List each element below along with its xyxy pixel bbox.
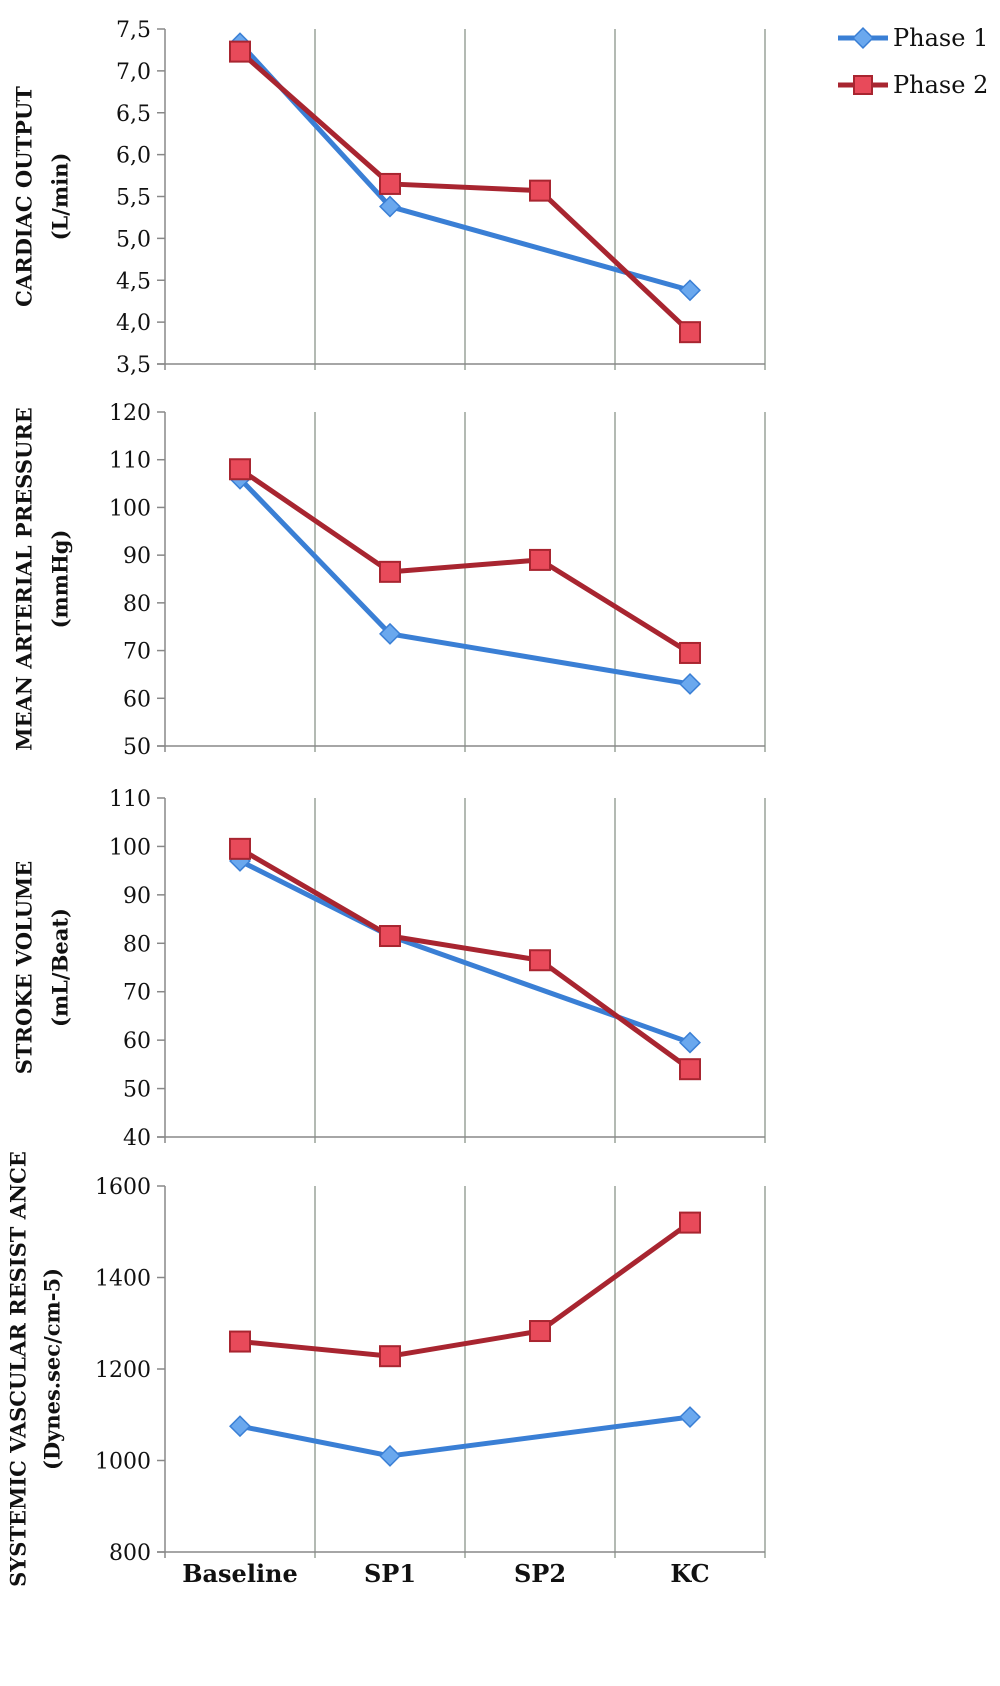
data-point-phase-2 [229,40,251,63]
data-point-phase-2 [529,548,551,571]
y-axis-title: CARDIAC OUTPUT [12,86,37,307]
y-axis-units: (mL/Beat) [48,908,73,1027]
panel-4: 800 1000 1200 1400 1600 SYSTEMIC VASCULAR RES… [6,1151,766,1588]
legend-entry-phase-2: Phase 2 [838,71,988,99]
data-point-phase-2 [229,1330,251,1353]
data-point-phase-1 [679,673,701,695]
data-point-phase-1 [679,1406,701,1428]
y-tick-label: 100 [109,496,151,521]
y-tick-label: 80 [123,592,151,617]
legend-label: Phase 1 [893,24,988,52]
data-point-phase-2 [679,321,701,344]
y-tick-label: 7,5 [116,18,151,43]
y-tick-label: 5,0 [116,227,151,252]
y-tick-label: 120 [109,401,151,426]
data-point-phase-1 [229,1415,251,1438]
y-tick-label: 5,5 [116,186,151,211]
series-line-2 [238,846,692,1072]
x-category-label: SP2 [514,1559,566,1588]
y-axis-units: (L/min) [48,153,73,241]
legend-entry-phase-1: Phase 1 [838,24,988,52]
data-point-phase-2 [529,179,551,202]
data-point-phase-1 [679,279,701,302]
series-line-2 [238,467,692,656]
data-point-phase-2 [529,1320,551,1343]
y-tick-label: 60 [123,687,151,712]
y-axis-units: (Dynes.sec/cm-5) [40,1268,65,1470]
y-tick-label: 6,0 [116,144,151,169]
y-tick-label: 6,5 [116,102,151,127]
y-tick-label: 60 [123,1029,151,1054]
y-tick-label: 90 [123,544,151,569]
data-point-phase-2 [379,1345,401,1368]
data-point-phase-2 [679,641,701,664]
data-point-phase-1 [379,622,401,645]
panel-2: 50 60 70 80 90 100 110 120 MEAN ARTERIAL PRESSUR… [12,401,766,760]
y-tick-label: 50 [123,735,151,760]
y-tick-label: 800 [109,1541,151,1566]
legend-diamond-marker [852,27,874,49]
series-line-2 [239,1220,692,1359]
data-point-phase-2 [679,1211,701,1234]
y-tick-label: 110 [109,787,151,812]
panel-3: 40 50 60 70 80 90 100 110 STROKE VOLUME (mL/Beat) [12,787,766,1151]
y-tick-label: 4,5 [116,269,151,294]
y-tick-label: 1200 [95,1358,151,1383]
y-tick-label: 4,0 [116,311,151,336]
data-point-phase-2 [229,837,251,860]
data-point-phase-1 [679,1031,701,1054]
data-point-phase-2 [679,1058,701,1081]
panel-1: 3,5 4,0 4,5 5,0 5,5 6,0 6,5 7,0 7,5 CARDIAC OUTPU… [12,18,766,378]
series-line-2 [238,49,692,334]
y-axis-units: (mmHg) [48,530,73,629]
y-tick-label: 50 [123,1078,151,1103]
y-tick-label: 110 [109,449,151,474]
y-tick-label: 80 [123,932,151,957]
data-point-phase-2 [379,172,401,195]
data-point-phase-2 [229,458,251,481]
y-tick-label: 100 [109,835,151,860]
y-tick-label: 7,0 [116,60,151,85]
y-tick-label: 1000 [95,1450,151,1475]
data-point-phase-1 [379,1444,401,1467]
data-point-phase-2 [529,949,551,972]
legend-label: Phase 2 [893,71,988,99]
x-category-label: Baseline [182,1559,298,1588]
y-axis-title: MEAN ARTERIAL PRESSURE [12,407,37,751]
data-point-phase-2 [379,925,401,948]
y-tick-label: 3,5 [116,353,151,378]
data-point-phase-1 [379,195,401,218]
legend: Phase 1 Phase 2 [838,24,988,99]
y-axis-title: SYSTEMIC VASCULAR RESIST ANCE [6,1151,31,1587]
y-tick-label: 70 [123,640,151,665]
y-tick-label: 40 [123,1126,151,1151]
y-tick-label: 1400 [95,1267,151,1292]
y-tick-label: 90 [123,884,151,909]
y-tick-label: 1600 [95,1175,151,1200]
chart-panels: 3,5 4,0 4,5 5,0 5,5 6,0 6,5 7,0 7,5 CARDIAC OUTPU… [6,18,766,1588]
x-category-label: SP1 [364,1559,416,1588]
x-category-label: KC [670,1559,709,1588]
data-point-phase-2 [379,560,401,583]
legend-square-marker [853,75,873,95]
y-axis-title: STROKE VOLUME [12,861,37,1075]
y-tick-label: 70 [123,981,151,1006]
